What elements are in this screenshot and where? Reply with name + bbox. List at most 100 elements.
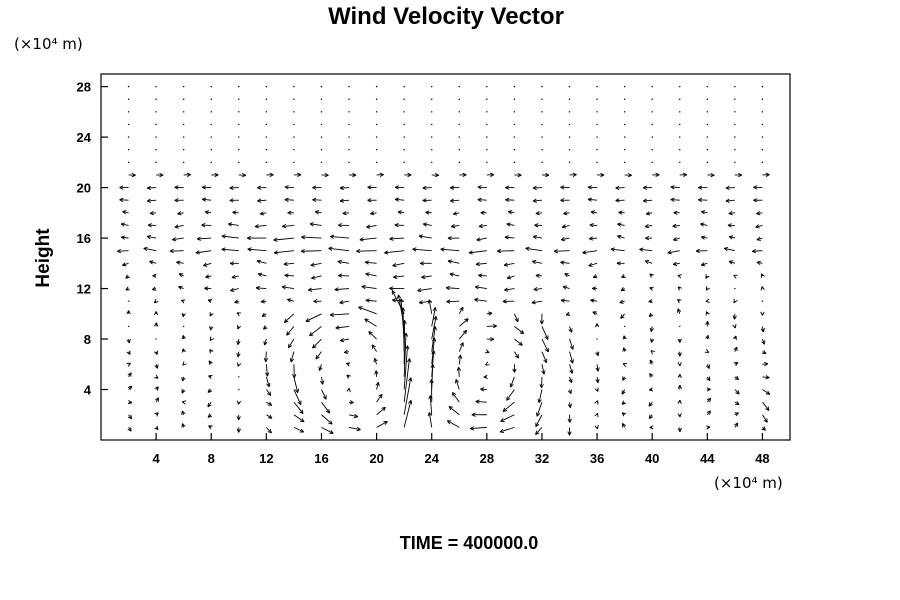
wind-vector: [564, 273, 570, 278]
vector-dot: [761, 123, 764, 126]
wind-vector: [762, 401, 770, 411]
wind-vector: [238, 172, 247, 178]
vector-dot: [127, 300, 130, 302]
wind-vector: [459, 172, 467, 178]
vector-dot: [761, 149, 764, 151]
wind-vector: [673, 210, 680, 215]
wind-vector: [471, 412, 487, 417]
wind-vector: [181, 299, 186, 304]
wind-vector: [589, 236, 598, 241]
vector-dot: [348, 98, 350, 100]
wind-vector: [334, 287, 350, 292]
wind-vector: [642, 185, 653, 190]
wind-vector: [207, 401, 212, 408]
wind-vector: [562, 285, 570, 290]
y-tick-label: 16: [77, 231, 91, 246]
wind-vector: [622, 376, 627, 381]
wind-vector: [283, 261, 294, 267]
wind-vector: [732, 335, 737, 340]
vector-dot: [182, 161, 185, 164]
vector-dot: [265, 123, 268, 126]
vector-dot: [568, 136, 571, 138]
wind-vector: [207, 299, 213, 304]
wind-vector: [392, 262, 405, 268]
wind-vector: [642, 198, 653, 203]
wind-vector: [677, 299, 682, 304]
x-tick-label: 20: [369, 451, 383, 466]
wind-vector: [567, 414, 572, 423]
wind-vector: [590, 210, 598, 215]
wind-vector: [561, 224, 570, 229]
wind-vector: [621, 274, 626, 278]
wind-vector: [506, 389, 515, 401]
vector-dot: [403, 85, 405, 88]
vector-dot: [127, 98, 130, 100]
vector-dot: [320, 85, 323, 88]
wind-vector: [229, 261, 239, 266]
wind-vector: [508, 210, 515, 215]
wind-vector: [321, 172, 329, 178]
vector-dot: [155, 98, 157, 100]
wind-vector: [594, 387, 599, 392]
wind-vector: [127, 414, 133, 420]
vector-dot: [320, 136, 323, 138]
wind-vector: [208, 425, 213, 430]
vector-dot: [403, 136, 405, 138]
wind-vector: [421, 274, 432, 280]
wind-vector: [539, 313, 545, 325]
vector-dot: [513, 85, 516, 88]
wind-vector: [535, 273, 542, 278]
wind-vector: [567, 402, 572, 408]
wind-vector: [370, 211, 377, 216]
wind-vector: [446, 299, 460, 304]
wind-vector: [154, 412, 159, 417]
wind-vector: [232, 210, 239, 215]
wind-vector: [403, 377, 413, 415]
wind-vector: [535, 211, 543, 216]
vector-dot: [623, 149, 626, 151]
vector-dot: [238, 111, 240, 113]
vector-dot: [679, 111, 681, 113]
wind-vector: [348, 413, 359, 419]
wind-vector: [644, 223, 653, 229]
wind-vector: [230, 287, 239, 292]
vector-dot: [541, 111, 543, 113]
wind-vector: [560, 185, 570, 190]
wind-vector: [514, 338, 523, 346]
wind-vector: [376, 406, 386, 416]
wind-vector: [553, 249, 570, 254]
wind-vector: [582, 250, 598, 255]
wind-vector: [312, 197, 322, 203]
wind-vector: [337, 223, 350, 228]
wind-vector: [761, 338, 766, 345]
wind-vector: [477, 197, 487, 202]
vector-dot: [155, 123, 157, 126]
wind-vector: [650, 350, 655, 355]
wind-vector: [266, 401, 273, 406]
wind-vector: [181, 410, 186, 415]
vector-dot: [265, 111, 268, 113]
y-unit-label: (×10⁴ m): [14, 35, 83, 53]
vector-dot: [596, 98, 598, 100]
wind-vector: [287, 210, 294, 215]
vector-dot: [238, 376, 240, 378]
wind-vector: [504, 287, 515, 292]
wind-vector: [394, 222, 405, 228]
wind-vector: [397, 210, 405, 215]
wind-vector: [649, 286, 654, 291]
wind-vector: [127, 372, 132, 378]
wind-vector: [346, 362, 351, 367]
wind-vector: [620, 313, 625, 319]
wind-vector: [293, 426, 305, 433]
wind-vector: [513, 313, 519, 323]
wind-vector: [619, 299, 625, 304]
vector-dot: [375, 85, 378, 88]
wind-vector: [273, 237, 294, 242]
x-tick-label: 12: [259, 451, 273, 466]
x-tick-label: 44: [700, 451, 715, 466]
vector-dot: [155, 85, 157, 88]
wind-vector: [256, 259, 267, 264]
wind-vector: [486, 337, 495, 342]
wind-vector: [337, 259, 350, 265]
